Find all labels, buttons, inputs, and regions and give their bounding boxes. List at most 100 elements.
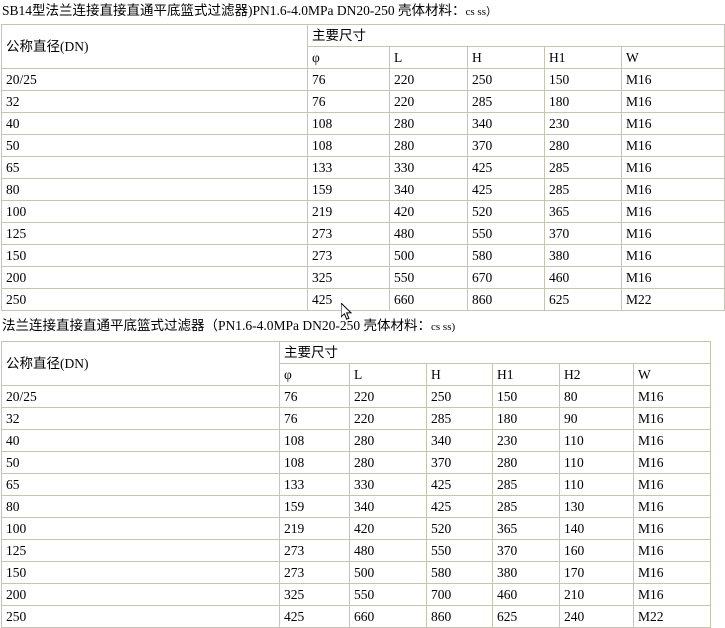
cell-value: 280 [389, 134, 468, 157]
table-row: 100 219 420 520 365 M16 [1, 200, 725, 223]
cell-nominal-diameter: 32 [1, 90, 308, 113]
header-cell-l: L [389, 46, 468, 69]
table-row: 20/25 76 220 250 150 M16 [1, 68, 725, 91]
cell-value: 660 [349, 605, 427, 628]
spec-table-2: 公称直径(DN) 主要尺寸 φ L H H1 H2 W 20/25 76 220 250 150 80 M1… [1, 341, 712, 628]
cell-value: 150 [544, 68, 622, 91]
cell-value: 500 [349, 561, 427, 584]
cell-value: M22 [632, 605, 712, 628]
cell-value: 76 [279, 407, 350, 430]
cell-value: 230 [544, 112, 622, 135]
section-1-title: SB14型法兰连接直接直通平底篮式过滤器)PN1.6-4.0MPa DN20-2… [0, 0, 725, 24]
table-row: 20/25 76 220 250 150 80 M16 [1, 385, 712, 408]
cell-value: M16 [620, 90, 725, 113]
cell-value: 330 [389, 156, 468, 179]
cell-value: 420 [349, 517, 427, 540]
cell-value: 580 [426, 561, 493, 584]
header-cell-h2: H2 [559, 363, 634, 386]
cell-nominal-diameter: 125 [1, 222, 308, 245]
cell-value: 159 [279, 495, 350, 518]
cell-nominal-diameter: 65 [1, 473, 280, 496]
cell-value: 219 [279, 517, 350, 540]
cell-value: 280 [492, 451, 560, 474]
cell-value: 280 [544, 134, 622, 157]
cell-nominal-diameter: 80 [1, 178, 308, 201]
cell-value: 273 [279, 561, 350, 584]
cell-value: M16 [620, 200, 725, 223]
table-row: 50 108 280 370 280 M16 [1, 134, 725, 157]
cell-value: M16 [632, 429, 712, 452]
cell-value: 285 [426, 407, 493, 430]
cell-value: 220 [389, 90, 468, 113]
cell-value: 273 [307, 244, 390, 267]
cell-value: 285 [492, 495, 560, 518]
cell-value: 220 [349, 385, 427, 408]
header-cell-l: L [349, 363, 427, 386]
cell-value: 660 [389, 288, 468, 311]
cell-value: 340 [389, 178, 468, 201]
cell-value: 550 [426, 539, 493, 562]
cell-value: M16 [632, 385, 712, 408]
cell-value: 365 [492, 517, 560, 540]
cell-nominal-diameter: 32 [1, 407, 280, 430]
cell-value: 250 [426, 385, 493, 408]
cell-value: 133 [307, 156, 390, 179]
cell-value: 240 [559, 605, 634, 628]
cell-value: 108 [279, 451, 350, 474]
cell-value: 370 [492, 539, 560, 562]
cell-nominal-diameter: 80 [1, 495, 280, 518]
table-row: 100 219 420 520 365 140 M16 [1, 517, 712, 540]
cell-value: 108 [307, 134, 390, 157]
cell-value: 230 [492, 429, 560, 452]
section-1-title-tail: cs ss） [465, 6, 497, 18]
table-row: 50 108 280 370 280 110 M16 [1, 451, 712, 474]
section-1-title-main: SB14型法兰连接直接直通平底篮式过滤器)PN1.6-4.0MPa DN20-2… [2, 3, 466, 18]
cell-value: 325 [307, 266, 390, 289]
cell-nominal-diameter: 200 [1, 266, 308, 289]
cell-value: M16 [632, 407, 712, 430]
header-cell-nominal-diameter: 公称直径(DN) [1, 341, 280, 386]
table-header-row-primary: 公称直径(DN) 主要尺寸 [1, 341, 712, 386]
cell-value: 370 [426, 451, 493, 474]
header-cell-main-dimensions: 主要尺寸 [306, 24, 725, 47]
table-row: 80 159 340 425 285 130 M16 [1, 495, 712, 518]
table-row: 150 273 500 580 380 170 M16 [1, 561, 712, 584]
cell-value: 133 [279, 473, 350, 496]
cell-nominal-diameter: 100 [1, 200, 308, 223]
cell-nominal-diameter: 65 [1, 156, 308, 179]
section-2-title-main: 法兰连接直接直通平底篮式过滤器（PN1.6-4.0MPa DN20-250 壳体… [2, 318, 432, 333]
section-2-title-tail: cs ss) [431, 321, 456, 333]
cell-value: 180 [492, 407, 560, 430]
cell-value: 370 [544, 222, 622, 245]
cell-value: 76 [307, 90, 390, 113]
cell-value: 625 [492, 605, 560, 628]
cell-value: 108 [279, 429, 350, 452]
cell-value: M16 [632, 583, 712, 606]
header-cell-nominal-diameter: 公称直径(DN) [1, 24, 308, 69]
section-2-title: 法兰连接直接直通平底篮式过滤器（PN1.6-4.0MPa DN20-250 壳体… [0, 311, 725, 341]
cell-value: 220 [349, 407, 427, 430]
header-cell-w: W [620, 46, 725, 69]
cell-value: 159 [307, 178, 390, 201]
cell-value: M16 [632, 561, 712, 584]
table-row: 200 325 550 670 460 M16 [1, 266, 725, 289]
cell-value: 76 [279, 385, 350, 408]
cell-value: 365 [544, 200, 622, 223]
cell-nominal-diameter: 200 [1, 583, 280, 606]
header-cell-φ: φ [279, 363, 350, 386]
cell-nominal-diameter: 150 [1, 561, 280, 584]
header-cell-φ: φ [307, 46, 390, 69]
cell-nominal-diameter: 125 [1, 539, 280, 562]
cell-value: 330 [349, 473, 427, 496]
cell-value: M16 [620, 244, 725, 267]
header-cell-h: H [467, 46, 545, 69]
table-row: 250 425 660 860 625 240 M22 [1, 605, 712, 628]
cell-value: 340 [349, 495, 427, 518]
cell-value: 110 [559, 451, 634, 474]
cell-value: 860 [426, 605, 493, 628]
table-row: 200 325 550 700 460 210 M16 [1, 583, 712, 606]
header-cell-h1: H1 [544, 46, 622, 69]
cell-value: 480 [389, 222, 468, 245]
cell-value: 420 [389, 200, 468, 223]
cell-value: 285 [467, 90, 545, 113]
